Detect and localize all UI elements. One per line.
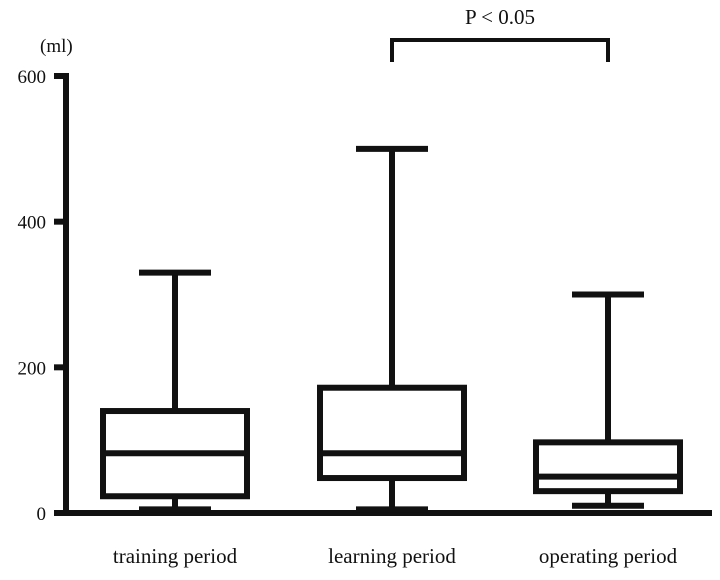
box-operating-period [533, 439, 683, 495]
category-label-operating-period: operating period [539, 544, 678, 568]
y-tick-label-400: 400 [18, 213, 47, 234]
category-label-learning-period: learning period [328, 544, 456, 568]
y-tick-label-200: 200 [18, 358, 47, 379]
significance-label: P < 0.05 [465, 5, 535, 29]
box-learning-period [317, 384, 467, 482]
y-tick-label-0: 0 [37, 504, 47, 525]
plot-area: 0 200 400 600 training period learning period… [18, 5, 712, 568]
y-axis-unit-label: (ml) [40, 36, 73, 57]
significance-bracket [390, 38, 610, 62]
y-tick-label-600: 600 [18, 67, 47, 88]
category-label-training-period: training period [113, 544, 238, 568]
